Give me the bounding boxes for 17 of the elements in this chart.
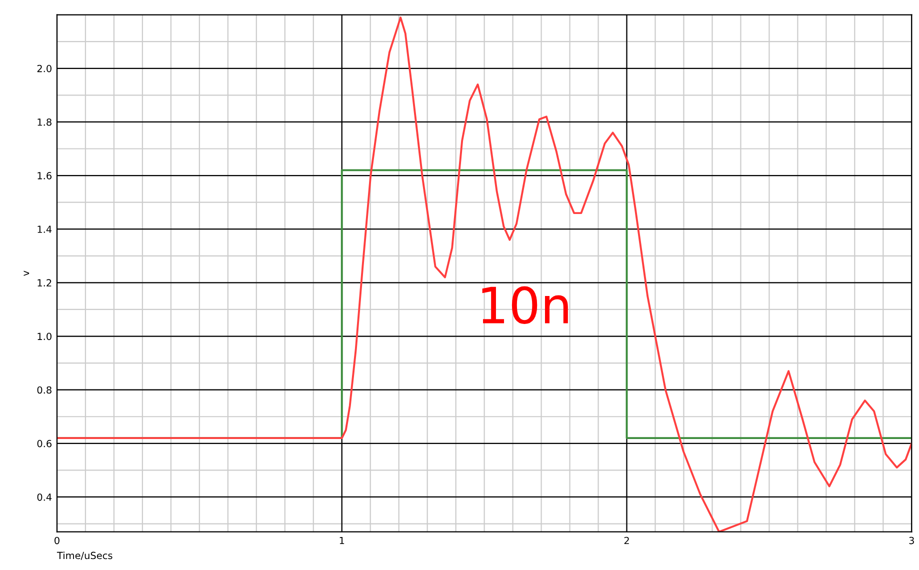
y-tick-label: 1.8: [38, 118, 52, 126]
x-tick-label: 3: [909, 536, 914, 544]
annotation: 10n: [482, 286, 568, 324]
y-tick-label: 1.4: [38, 226, 52, 233]
x-axis-title: Time/uSecs: [56, 552, 112, 560]
line-series: [56, 16, 912, 532]
x-tick-label: 2: [624, 536, 629, 544]
x-tick-label: 1: [340, 536, 344, 544]
y-tick-label: 2.0: [37, 64, 52, 72]
y-tick-label: 1.2: [38, 279, 52, 286]
y-tick-label: 0.4: [37, 493, 52, 501]
y-axis-title: v: [24, 270, 30, 276]
y-tick-label: 1.6: [38, 172, 52, 180]
y-tick-label: 0.8: [37, 386, 52, 394]
y-tick-label: 0.6: [37, 440, 52, 448]
y-tick-label: 1.0: [38, 332, 52, 340]
x-tick-label: 0: [54, 536, 60, 544]
